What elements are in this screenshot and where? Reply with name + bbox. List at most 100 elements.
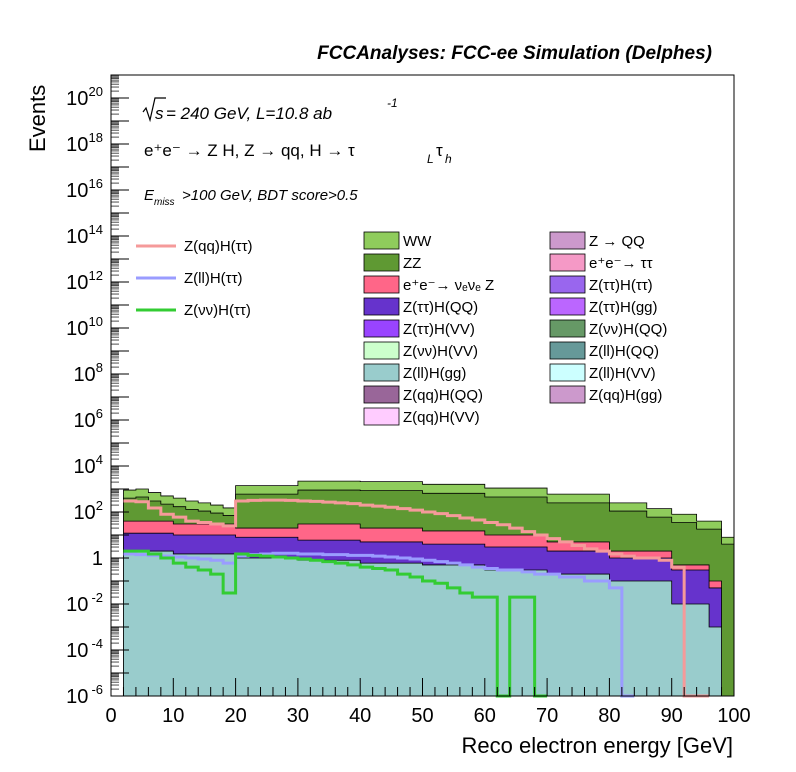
svg-text:10: 10 <box>66 686 88 708</box>
signal-curves <box>123 498 710 698</box>
legend-fill-swatch <box>549 231 586 250</box>
x-tick-label: 90 <box>661 705 683 727</box>
ann-tau2: τ <box>436 141 443 160</box>
y-axis-label: Events <box>25 85 50 152</box>
x-tick-label: 60 <box>474 705 496 727</box>
ann-tau-sub-h: h <box>445 152 452 166</box>
svg-text:10: 10 <box>89 314 103 329</box>
ann-sqrt-s: s <box>155 104 164 123</box>
x-tick-label: 50 <box>411 705 433 727</box>
svg-text:10: 10 <box>73 502 95 524</box>
legend-label: Z(ll)H(QQ) <box>589 343 659 360</box>
ann-emiss-sub: miss <box>154 197 175 208</box>
svg-text:-2: -2 <box>91 590 103 605</box>
svg-text:-4: -4 <box>91 636 103 651</box>
legend-label: e⁺e⁻→ νₑνₑ Z <box>403 277 494 294</box>
chart-title: FCCAnalyses: FCC-ee Simulation (Delphes) <box>317 43 712 64</box>
legend-label: Z(ττ)H(VV) <box>403 321 475 338</box>
x-tick-label: 30 <box>287 705 309 727</box>
svg-text:16: 16 <box>89 176 103 191</box>
ann-tau-sub-l: L <box>427 152 434 166</box>
y-tick-label: 210 <box>73 498 103 524</box>
legend-fill-swatch <box>549 275 586 294</box>
legend-label: ZZ <box>403 255 421 272</box>
legend-label: Z(qq)H(VV) <box>403 409 480 426</box>
legend-label: Z(qq)H(ττ) <box>184 238 253 255</box>
svg-text:10: 10 <box>66 272 88 294</box>
y-tick-label: 410 <box>73 452 103 478</box>
legend-label: Z → QQ <box>589 233 645 250</box>
x-tick-label: 40 <box>349 705 371 727</box>
svg-text:2: 2 <box>96 498 103 513</box>
svg-text:10: 10 <box>66 318 88 340</box>
legend-fill-swatch <box>363 407 400 426</box>
legend-label: Z(ll)H(gg) <box>403 365 466 382</box>
signal-legend: Z(qq)H(ττ) Z(ll)H(ττ) Z(νν)H(ττ) <box>136 238 253 319</box>
svg-text:10: 10 <box>66 594 88 616</box>
y-tick-label: 1 <box>92 548 103 570</box>
svg-text:1: 1 <box>92 548 103 570</box>
sqrt-symbol <box>142 97 166 123</box>
y-axis-ticks: -610-410-2101210410610810101012101410161… <box>66 74 129 708</box>
y-tick-label: -610 <box>66 682 103 708</box>
svg-text:12: 12 <box>89 268 103 283</box>
x-tick-label: 0 <box>105 705 116 727</box>
legend-fill-swatch <box>549 363 586 382</box>
legend-fill-swatch <box>549 385 586 404</box>
legend-label: Z(ττ)H(gg) <box>589 299 658 316</box>
legend-fill-swatch <box>363 319 400 338</box>
legend-fill-swatch <box>549 319 586 338</box>
legend-label: Z(νν)H(VV) <box>403 343 478 360</box>
y-tick-label: 610 <box>73 406 103 432</box>
x-tick-label: 100 <box>717 705 750 727</box>
x-tick-label: 10 <box>162 705 184 727</box>
legend-label: Z(ll)H(VV) <box>589 365 656 382</box>
legend-fill-swatch <box>363 231 400 250</box>
legend-fill-swatch <box>549 341 586 360</box>
svg-text:8: 8 <box>96 360 103 375</box>
svg-text:-6: -6 <box>91 682 103 697</box>
stacked-backgrounds <box>123 480 735 697</box>
y-tick-label: 810 <box>73 360 103 386</box>
ann-process: e⁺e⁻ → Z H, Z → qq, H → τ <box>144 141 355 160</box>
annotation-selection: E miss >100 GeV, BDT score>0.5 <box>144 187 358 208</box>
legend-fill-swatch <box>549 297 586 316</box>
background-legend: WW Z → QQ ZZ e⁺e⁻→ ττ e⁺e⁻→ νₑνₑ Z Z(ττ)H(ττ)… <box>363 231 667 426</box>
annotation-energy: s = 240 GeV, L=10.8 ab -1 <box>142 96 398 123</box>
legend-label: Z(ττ)H(ττ) <box>589 277 653 294</box>
x-tick-label: 20 <box>224 705 246 727</box>
legend-fill-swatch <box>363 341 400 360</box>
svg-text:10: 10 <box>73 456 95 478</box>
legend-label: e⁺e⁻→ ττ <box>589 255 653 272</box>
annotation-process: e⁺e⁻ → Z H, Z → qq, H → τ L τ h <box>144 141 452 166</box>
y-tick-label: -410 <box>66 636 103 662</box>
y-tick-label: -210 <box>66 590 103 616</box>
svg-text:10: 10 <box>66 226 88 248</box>
legend-label: Z(ττ)H(QQ) <box>403 299 478 316</box>
svg-text:10: 10 <box>73 364 95 386</box>
svg-text:4: 4 <box>96 452 103 467</box>
svg-text:6: 6 <box>96 406 103 421</box>
svg-text:10: 10 <box>66 88 88 110</box>
legend-fill-swatch <box>363 297 400 316</box>
ann-energy-lumi: = 240 GeV, L=10.8 ab <box>166 104 332 123</box>
signal-line-1 <box>123 551 635 698</box>
legend-fill-swatch <box>363 363 400 382</box>
svg-text:14: 14 <box>89 222 103 237</box>
x-axis-label: Reco electron energy [GeV] <box>462 733 733 758</box>
x-axis-ticks: 0 10 20 30 40 50 60 70 80 90 100 <box>105 678 751 727</box>
legend-fill-swatch <box>363 253 400 272</box>
signal-line-2 <box>123 549 548 698</box>
ann-emiss: E <box>144 187 155 204</box>
legend-fill-swatch <box>363 275 400 294</box>
legend-label: Z(ll)H(ττ) <box>184 270 243 287</box>
signal-line-0 <box>123 498 710 698</box>
ann-lumi-exp: -1 <box>387 96 398 110</box>
legend-label: Z(qq)H(gg) <box>589 387 662 404</box>
svg-text:10: 10 <box>73 410 95 432</box>
